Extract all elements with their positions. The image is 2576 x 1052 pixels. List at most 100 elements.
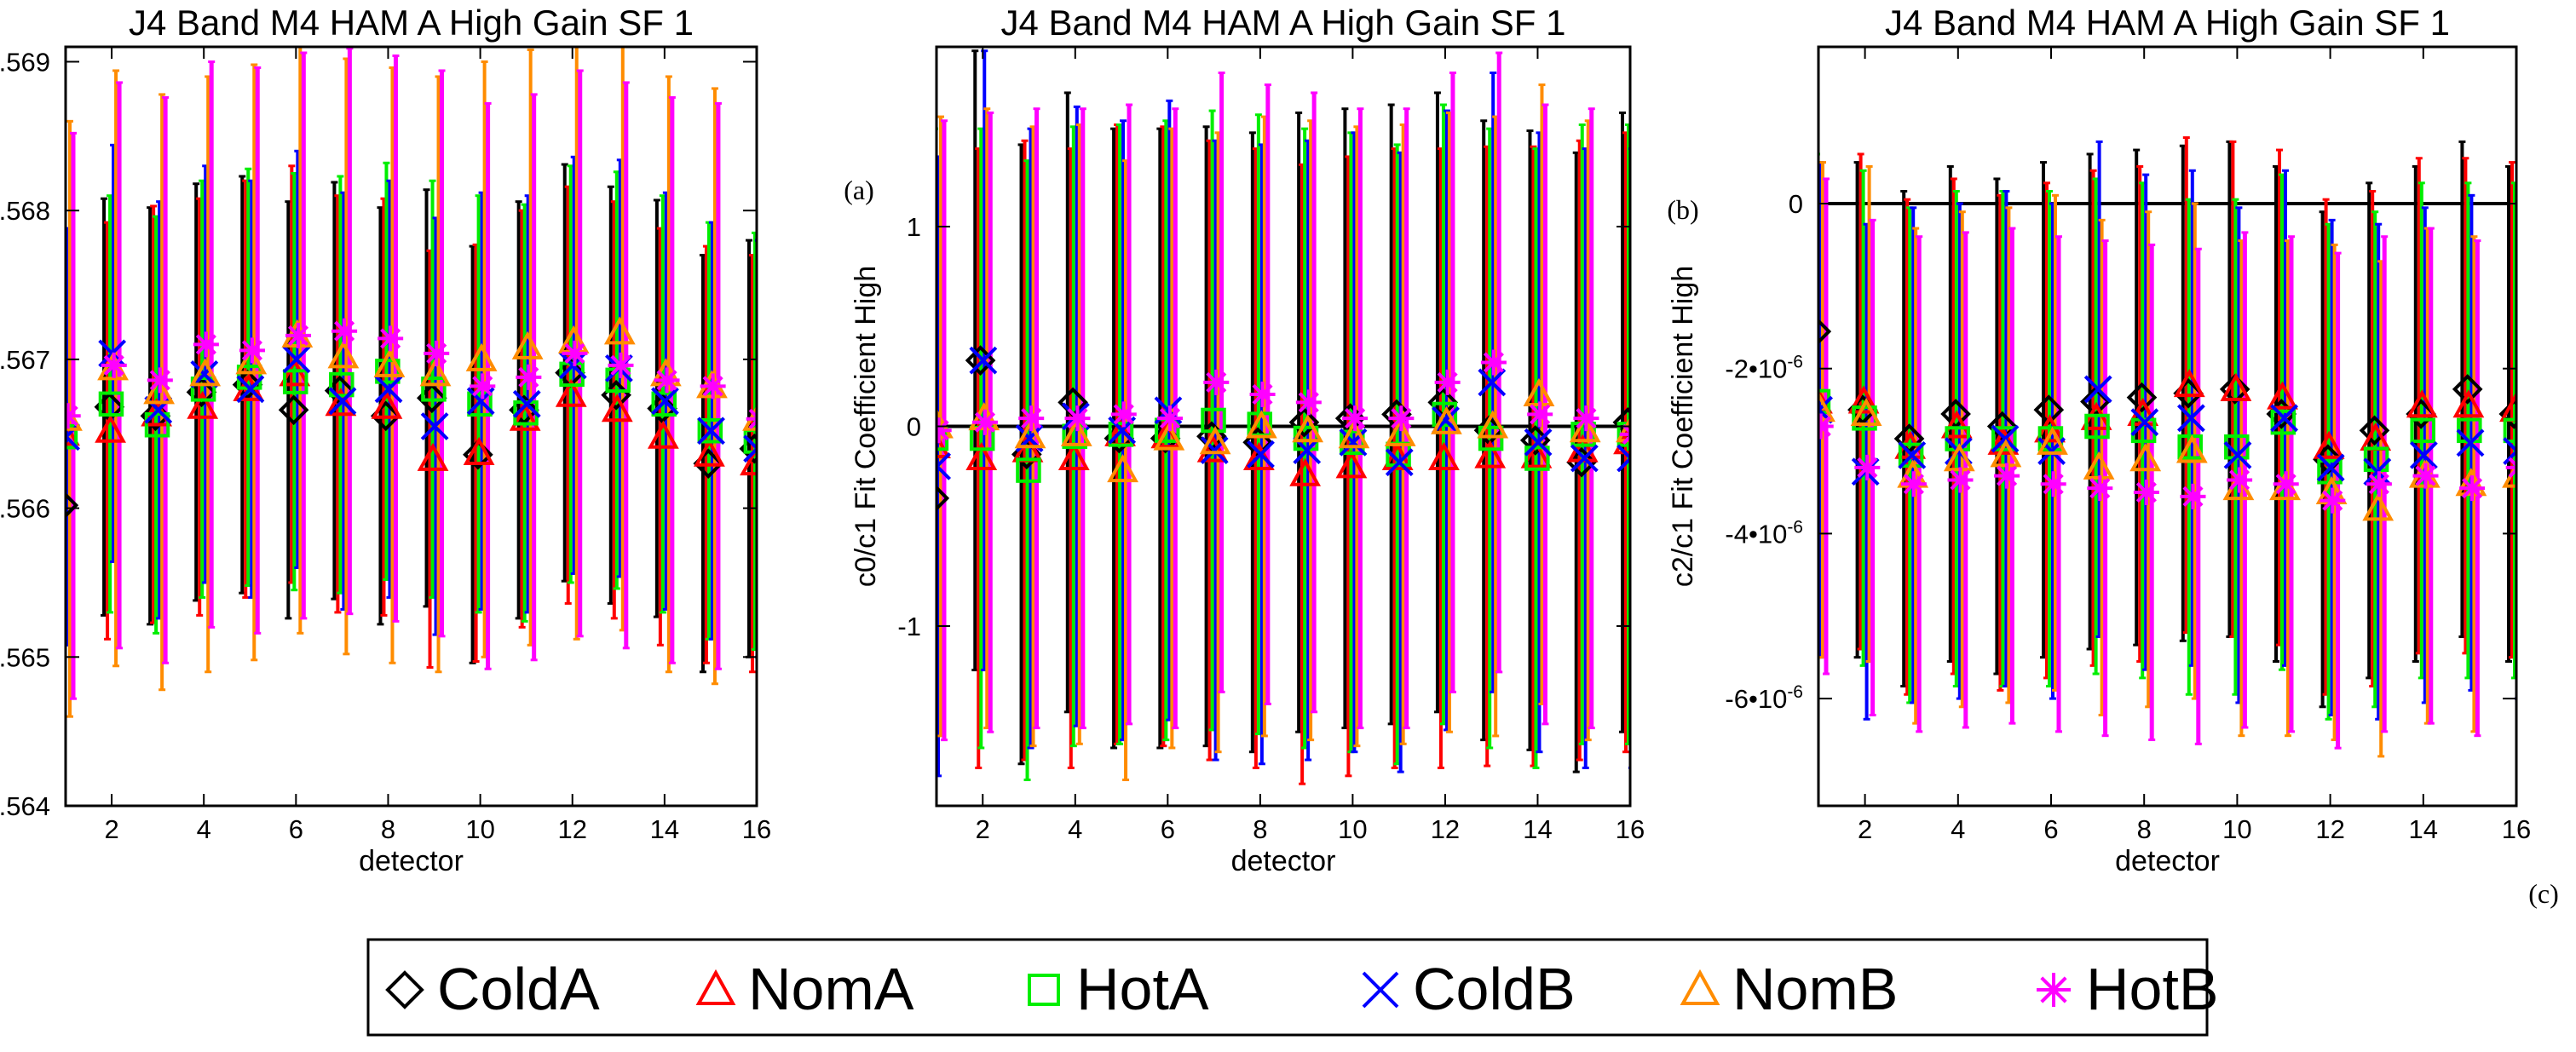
data-point [278, 394, 309, 426]
data-point [2456, 428, 2485, 457]
legend: ColdA NomA HotA ColdB NomB HotB [366, 938, 2219, 1037]
data-point [936, 417, 952, 444]
data-point [969, 346, 998, 375]
x-tick-label: 6 [2043, 814, 2058, 844]
data-point [562, 340, 588, 366]
data-point [1991, 426, 2017, 451]
data-point [2362, 492, 2394, 521]
data-point [463, 436, 495, 465]
data-point [1940, 410, 1973, 439]
data-point [1991, 424, 2020, 453]
y-tick-exponent: -6 [1787, 682, 1803, 702]
markers-NomA [66, 358, 757, 476]
data-point [1432, 401, 1458, 428]
data-point [2173, 368, 2205, 398]
data-point [421, 377, 447, 402]
data-point [2270, 409, 2297, 435]
data-point [603, 316, 636, 345]
y-tick-label: 0.568 [0, 196, 50, 226]
data-point [1335, 450, 1368, 479]
data-point [2180, 483, 2206, 509]
data-point [2459, 475, 2486, 502]
data-point [743, 434, 757, 463]
y-tick-label: 0.569 [0, 47, 50, 77]
x-tick-label: 14 [2409, 814, 2438, 844]
data-point [2410, 417, 2435, 444]
x-tick-label: 10 [2222, 814, 2251, 844]
data-point [1295, 389, 1322, 416]
data-point [654, 367, 680, 394]
data-point [1434, 369, 1461, 395]
data-point [1527, 401, 1553, 428]
y-tick-label: 0 [907, 412, 921, 442]
data-point [1477, 410, 1509, 439]
data-point [558, 351, 587, 380]
y-tick-label: 0.565 [0, 642, 50, 672]
x-tick-label: 14 [1523, 814, 1552, 844]
data-point [325, 388, 357, 417]
data-point [279, 358, 311, 387]
data-point [1524, 446, 1550, 471]
data-point [936, 432, 951, 458]
chart-panel-1: J4 Band M4 HAM A High Gain SF 1 2 4 6 8 10 12 1… [0, 3, 874, 877]
data-point [746, 408, 757, 429]
x-tick-label: 16 [742, 814, 771, 844]
legend-item-ColdB: ColdB [1362, 956, 1576, 1022]
legend-marker-HotA [1028, 974, 1060, 1006]
data-point [1478, 425, 1504, 451]
x-tick-label: 6 [289, 814, 303, 844]
x-tick-label: 2 [104, 814, 118, 844]
x-tick-label: 12 [557, 814, 586, 844]
data-point [1292, 414, 1324, 443]
panel-label: (b) [1667, 194, 1698, 225]
y-tick-label: 0.564 [0, 791, 50, 821]
data-point [2084, 413, 2110, 440]
data-point [1060, 417, 1092, 446]
chart-panel-2: J4 Band M4 HAM A High Gain SF 12 4 6 8 10 12 1… [850, 3, 1699, 877]
data-point [2129, 443, 2162, 472]
data-point [1570, 444, 1599, 473]
data-point [2498, 399, 2516, 429]
data-point [1520, 440, 1553, 469]
legend-label: ColdB [1413, 956, 1576, 1022]
y-axis-label: c2/c1 Fit Coefficient High [1667, 266, 1699, 587]
data-point [374, 375, 403, 404]
data-point [936, 485, 950, 512]
data-point [1480, 349, 1507, 376]
data-point [1064, 405, 1091, 432]
data-point [467, 391, 493, 417]
x-tick-label: 16 [1616, 814, 1645, 844]
data-point [697, 417, 725, 446]
x-tick-label: 12 [1431, 814, 1460, 844]
legend-label: NomA [748, 956, 914, 1022]
data-point [2320, 487, 2346, 514]
x-tick-label: 10 [465, 814, 494, 844]
x-tick-label: 8 [2137, 814, 2152, 844]
data-point [190, 377, 216, 402]
data-point [647, 420, 679, 449]
data-point [1854, 454, 1881, 480]
data-point [189, 358, 222, 387]
data-point [516, 364, 542, 390]
data-point [1847, 385, 1880, 414]
data-point [98, 391, 124, 417]
data-point [2313, 430, 2345, 459]
data-point [965, 441, 998, 471]
x-tick-label: 4 [197, 814, 211, 844]
legend-marker-NomA [695, 969, 736, 1005]
data-point [1900, 471, 1927, 497]
series-NomB [1819, 161, 2478, 758]
data-point [329, 371, 354, 398]
data-point [2223, 440, 2252, 469]
x-axis-label: detector [359, 845, 464, 877]
data-point [1947, 467, 1974, 493]
y-axis-label: c0/c1 Fit Coefficient High [850, 266, 882, 587]
data-point [187, 390, 219, 419]
y-tick-label: -1 [897, 612, 921, 641]
data-point [95, 414, 126, 443]
data-point [2220, 372, 2252, 401]
y-tick-label: -2•10-6 [1725, 353, 1803, 384]
data-point [2126, 382, 2158, 413]
legend-marker-ColdB [1362, 971, 1399, 1009]
data-point [694, 438, 725, 467]
